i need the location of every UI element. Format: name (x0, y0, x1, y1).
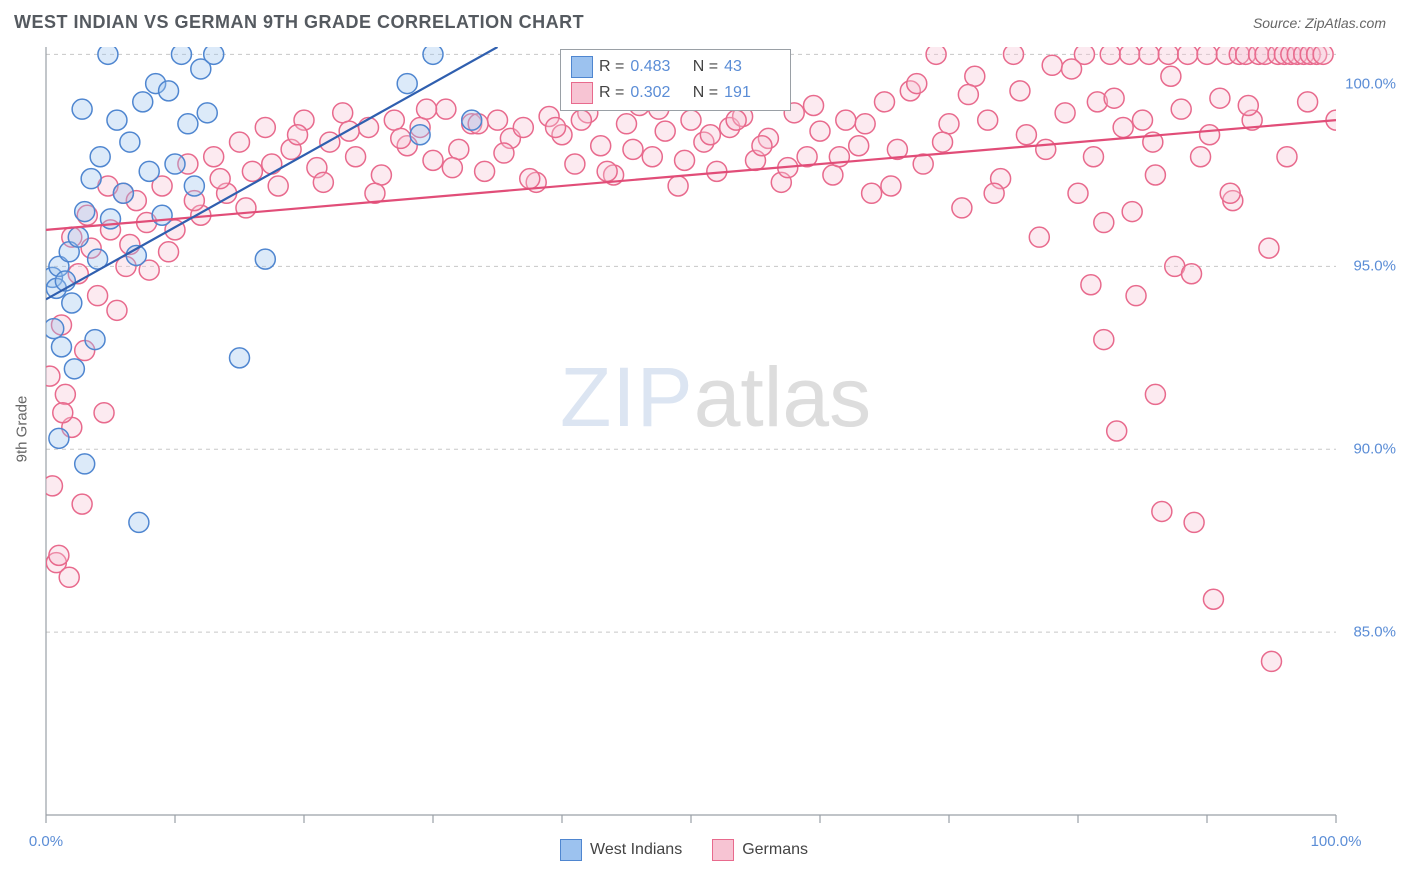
correlation-legend: R = 0.483 N = 43 R = 0.302 N = 191 (560, 49, 791, 111)
scatter-plot-svg (0, 39, 1406, 879)
legend-item-germans: Germans (712, 839, 808, 861)
swatch-germans (571, 82, 593, 104)
legend-row-west-indians: R = 0.483 N = 43 (571, 54, 776, 80)
legend-item-west-indians: West Indians (560, 839, 682, 861)
swatch-west-indians (571, 56, 593, 78)
r-value-germans: 0.302 (630, 84, 682, 102)
swatch-germans (712, 839, 734, 861)
y-tick-label: 90.0% (1353, 441, 1396, 458)
series-legend: West Indians Germans (560, 839, 808, 861)
legend-row-germans: R = 0.302 N = 191 (571, 80, 776, 106)
r-label: R = (599, 58, 624, 76)
swatch-west-indians (560, 839, 582, 861)
n-value-west-indians: 43 (724, 58, 776, 76)
r-value-west-indians: 0.483 (630, 58, 682, 76)
x-tick-label: 0.0% (29, 833, 63, 850)
legend-label-west-indians: West Indians (590, 841, 682, 859)
x-tick-label: 100.0% (1311, 833, 1362, 850)
r-label: R = (599, 84, 624, 102)
chart-container: 9th Grade ZIPatlas R = 0.483 N = 43 R = … (0, 39, 1406, 879)
n-label: N = (688, 58, 718, 76)
y-tick-label: 85.0% (1353, 624, 1396, 641)
n-label: N = (688, 84, 718, 102)
legend-label-germans: Germans (742, 841, 808, 859)
n-value-germans: 191 (724, 84, 776, 102)
y-tick-label: 95.0% (1353, 258, 1396, 275)
chart-title: WEST INDIAN VS GERMAN 9TH GRADE CORRELAT… (14, 12, 584, 33)
source-attribution: Source: ZipAtlas.com (1253, 15, 1386, 31)
y-tick-label: 100.0% (1345, 75, 1396, 92)
